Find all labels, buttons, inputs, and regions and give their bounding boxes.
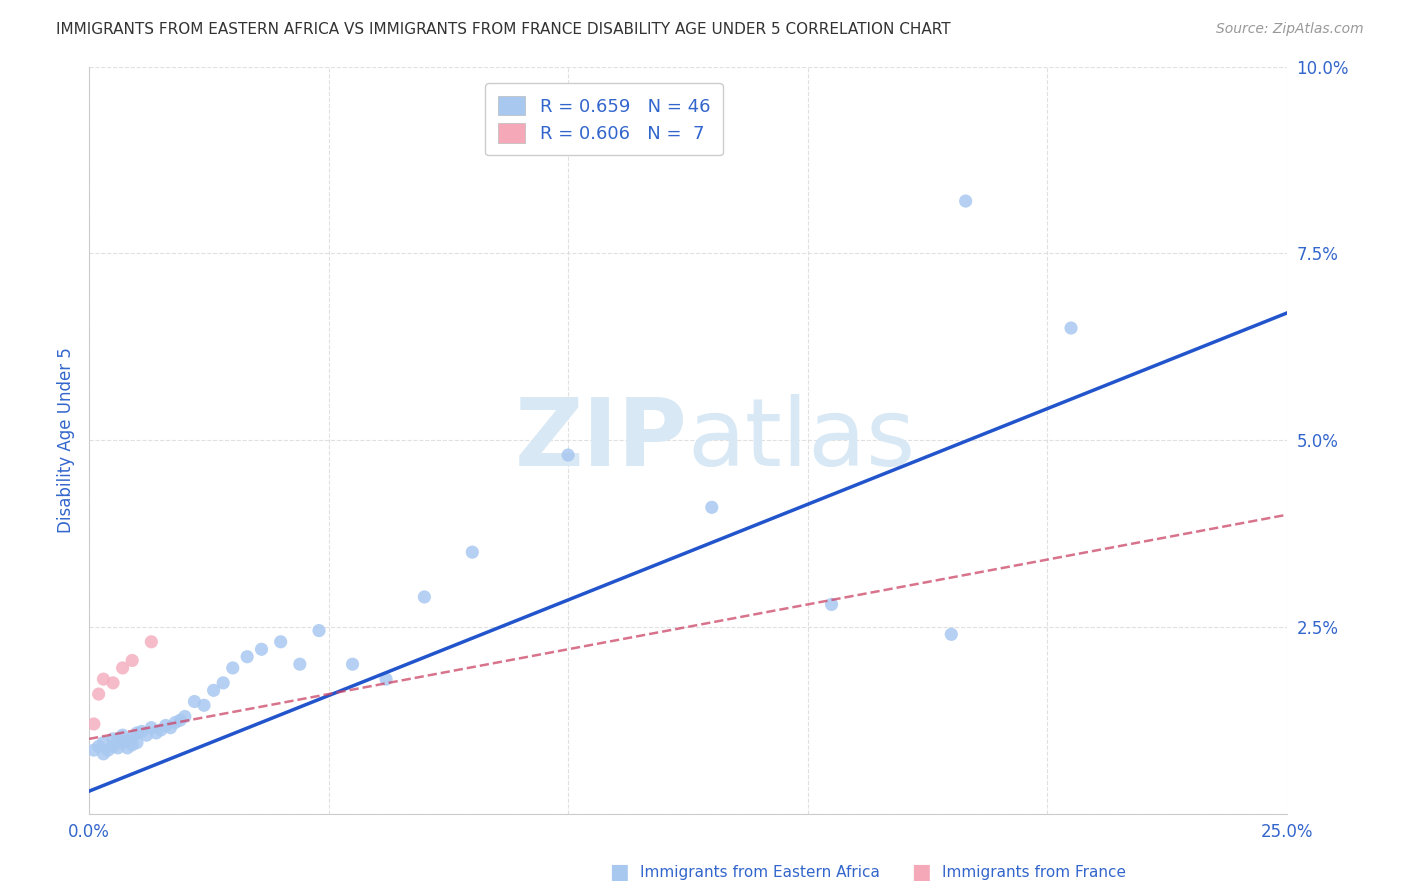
Point <box>375 672 398 686</box>
Point <box>212 676 235 690</box>
Point <box>117 740 139 755</box>
Point <box>87 687 110 701</box>
Point <box>101 676 124 690</box>
Point <box>121 738 143 752</box>
Point <box>461 545 484 559</box>
Point <box>93 736 115 750</box>
Text: Source: ZipAtlas.com: Source: ZipAtlas.com <box>1216 22 1364 37</box>
Text: ■: ■ <box>609 863 628 882</box>
Point <box>83 717 105 731</box>
Point <box>183 694 205 708</box>
Point <box>700 500 723 515</box>
Point <box>107 740 129 755</box>
Point <box>87 739 110 754</box>
Text: IMMIGRANTS FROM EASTERN AFRICA VS IMMIGRANTS FROM FRANCE DISABILITY AGE UNDER 5 : IMMIGRANTS FROM EASTERN AFRICA VS IMMIGR… <box>56 22 950 37</box>
Point <box>125 726 148 740</box>
Text: atlas: atlas <box>688 394 917 486</box>
Point <box>111 661 134 675</box>
Point <box>121 731 143 745</box>
Point <box>413 590 436 604</box>
Point <box>141 634 163 648</box>
Legend: R = 0.659   N = 46, R = 0.606   N =  7: R = 0.659 N = 46, R = 0.606 N = 7 <box>485 83 723 155</box>
Point <box>250 642 273 657</box>
Point <box>107 731 129 746</box>
Point <box>155 718 177 732</box>
Point <box>93 747 115 761</box>
Text: Immigrants from France: Immigrants from France <box>942 865 1126 880</box>
Point <box>193 698 215 713</box>
Point <box>820 598 842 612</box>
Point <box>135 728 157 742</box>
Point <box>125 736 148 750</box>
Point <box>141 721 163 735</box>
Point <box>308 624 330 638</box>
Point <box>117 733 139 747</box>
Point <box>236 649 259 664</box>
Point <box>101 731 124 746</box>
Point <box>149 723 172 737</box>
Point <box>111 736 134 750</box>
Point <box>342 657 364 672</box>
Point <box>169 713 191 727</box>
Point <box>955 194 977 208</box>
Point <box>159 721 181 735</box>
Point <box>93 672 115 686</box>
Point <box>121 653 143 667</box>
Point <box>202 683 225 698</box>
Point <box>165 715 187 730</box>
Point <box>97 743 120 757</box>
Point <box>270 634 292 648</box>
Point <box>111 728 134 742</box>
Point <box>941 627 963 641</box>
Point <box>131 724 153 739</box>
Text: ZIP: ZIP <box>515 394 688 486</box>
Y-axis label: Disability Age Under 5: Disability Age Under 5 <box>58 347 75 533</box>
Point <box>101 739 124 754</box>
Text: Immigrants from Eastern Africa: Immigrants from Eastern Africa <box>640 865 880 880</box>
Point <box>145 726 167 740</box>
Point <box>173 709 195 723</box>
Text: ■: ■ <box>911 863 931 882</box>
Point <box>288 657 311 672</box>
Point <box>557 448 579 462</box>
Point <box>222 661 245 675</box>
Point <box>1060 321 1083 335</box>
Point <box>83 743 105 757</box>
